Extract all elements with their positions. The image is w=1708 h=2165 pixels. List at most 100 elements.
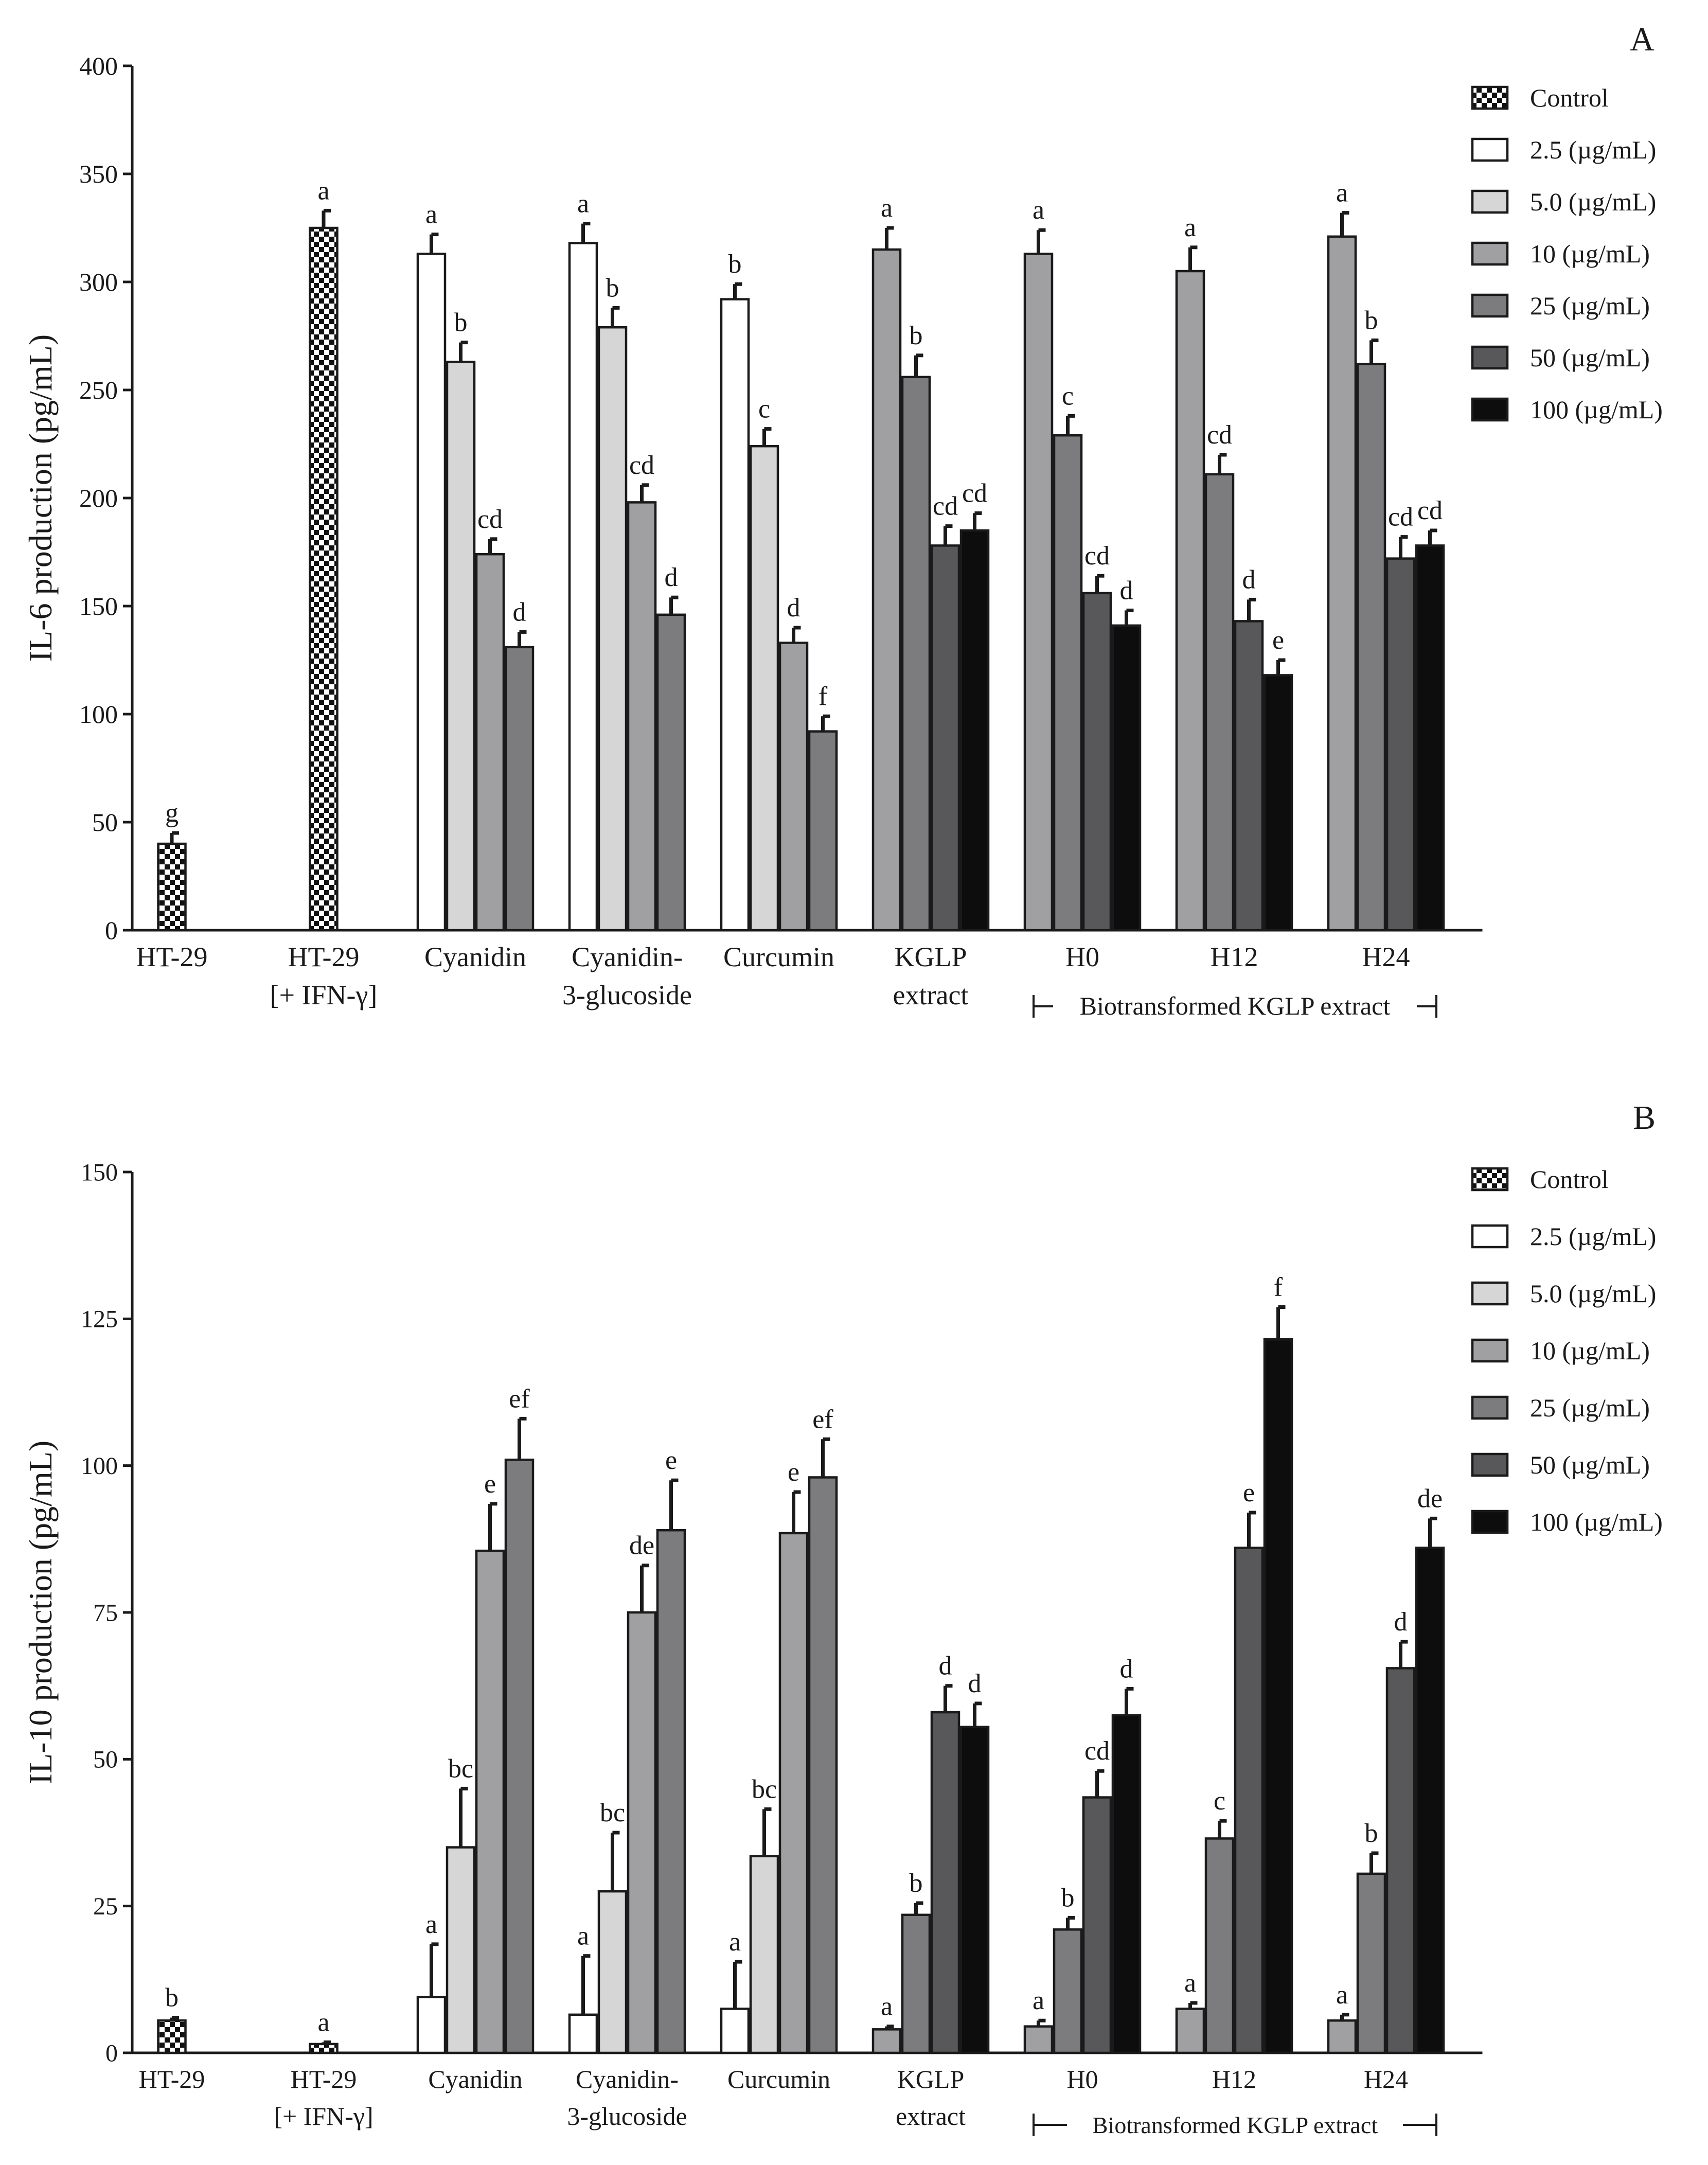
panel-a-legend-swatch-10 — [1471, 241, 1509, 266]
panel-b-category-label: Curcumin — [727, 2065, 830, 2093]
panel-a-il6-chart: 0 50 100 150 200 250 300 350 400 IL-6 production … — [22, 21, 1663, 1020]
panel-b-legend: Control 2.5 (µg/mL) 5.0 (µg/mL) 10 (µg/mL) 2… — [1471, 1165, 1663, 1536]
panel-b-bar-ht-29-ifn-control — [309, 2043, 339, 2054]
panel-b-legend-swatch-25 — [1471, 1395, 1509, 1420]
panel-b-legend-label-100: 100 (µg/mL) — [1530, 1507, 1663, 1536]
panel-a-bar-h0-25 — [1053, 434, 1083, 932]
panel-b-significance-label: d — [1120, 1654, 1133, 1683]
panel-a-bar-curcumin-2-5 — [720, 298, 750, 932]
panel-b-bar-h0-50 — [1082, 1796, 1112, 2054]
panel-a-group-kglp-extract: a b cd cd — [871, 193, 990, 932]
panel-a-bar-kglp-extract-100 — [959, 529, 990, 932]
panel-a-biotransformed-bracket: Biotransformed KGLP extract — [1033, 991, 1437, 1020]
panel-a-significance-label: b — [910, 321, 923, 350]
panel-a-y-tick-label: 250 — [79, 376, 118, 404]
panel-b-category-label: H24 — [1364, 2065, 1408, 2093]
panel-a-significance-label: f — [819, 682, 828, 711]
panel-b-group-curcumin: a bc eef — [720, 1405, 838, 2054]
panel-b-group-ht-29: b — [157, 1983, 187, 2054]
panel-a-label: A — [1630, 21, 1654, 58]
panel-a-significance-label: cd — [477, 505, 503, 534]
panel-b-significance-label: ef — [812, 1405, 833, 1434]
panel-a-legend: Control 2.5 (µg/mL) 5.0 (µg/mL) 10 (µg/mL) 2… — [1471, 83, 1663, 424]
panel-b-bar-h24-25 — [1356, 1872, 1386, 2054]
panel-b-legend-label-control: Control — [1530, 1165, 1609, 1194]
panel-a-significance-label: a — [425, 200, 437, 229]
panel-a-category-label: KGLP — [894, 942, 967, 972]
panel-b-bar-h12-50 — [1234, 1547, 1264, 2054]
panel-a-bar-kglp-extract-10 — [871, 248, 902, 932]
panel-b-biotransformed-bracket: Biotransformed KGLP extract — [1033, 2112, 1437, 2138]
panel-b-bar-cyanidin-3-glucoside-2-5 — [568, 2013, 598, 2054]
panel-a-legend-label-50: 50 (µg/mL) — [1530, 343, 1650, 372]
panel-a-category-label: H12 — [1211, 942, 1258, 972]
panel-b-y-tick-label: 150 — [81, 1159, 118, 1186]
panel-a-legend-label-control: Control — [1530, 83, 1609, 112]
panel-a-legend-swatch-5-0 — [1471, 189, 1509, 214]
panel-a-group-curcumin: b c d f — [720, 250, 838, 932]
panel-a-legend-label-25: 25 (µg/mL) — [1530, 291, 1650, 320]
panel-a-significance-label: cd — [1417, 496, 1443, 525]
panel-b-bar-h24-50 — [1385, 1667, 1416, 2054]
panel-b-legend-swatch-10 — [1471, 1338, 1509, 1363]
panel-a-significance-label: a — [317, 176, 329, 205]
panel-a-legend-swatch-25 — [1471, 293, 1509, 318]
panel-a-bar-cyanidin-2-5 — [416, 253, 447, 932]
panel-a-y-tick-label: 100 — [79, 700, 118, 729]
panel-b-bar-h0-25 — [1053, 1928, 1083, 2054]
panel-a-significance-label: b — [454, 308, 468, 338]
panel-b-legend-label-25: 25 (µg/mL) — [1530, 1393, 1650, 1422]
panel-b-significance-label: b — [910, 1869, 923, 1898]
panel-a-group-cyanidin: a b cd d — [416, 200, 535, 932]
panel-b-significance-label: a — [1033, 1986, 1044, 2015]
panel-a-group-h0: a c cdd — [1023, 196, 1142, 932]
panel-b-group-h24: a b d de — [1327, 1484, 1445, 2054]
panel-a-y-tick-label: 150 — [79, 592, 118, 620]
panel-b-bar-cyanidin-3-glucoside-10 — [627, 1611, 657, 2054]
panel-a-bar-h0-100 — [1111, 624, 1142, 932]
panel-a-bar-cyanidin-3-glucoside-25 — [656, 613, 686, 932]
panel-a-group-ht-29: g — [157, 798, 187, 932]
panel-b-y-tick-label: 125 — [81, 1306, 118, 1333]
panel-a-category-label: HT-29 — [288, 942, 359, 972]
panel-b-bar-cyanidin-3-glucoside-25 — [656, 1529, 686, 2054]
panel-a-significance-label: b — [1365, 306, 1378, 335]
panel-a-category-label: HT-29 — [136, 942, 207, 972]
panel-b-legend-swatch-2-5 — [1471, 1224, 1509, 1249]
panel-a-category-label: 3-glucoside — [562, 980, 692, 1010]
panel-a-bar-curcumin-25 — [808, 730, 838, 932]
panel-a-significance-label: g — [165, 798, 179, 828]
panel-a-y-tick-label: 350 — [79, 159, 118, 188]
panel-a-bar-curcumin-10 — [778, 642, 809, 932]
panel-a-bar-ht-29-control — [157, 842, 187, 932]
panel-a-bar-kglp-extract-25 — [901, 376, 931, 932]
panel-a-bar-h24-50 — [1385, 557, 1416, 932]
panel-a-y-tick-label: 0 — [105, 916, 118, 945]
panel-a-bar-cyanidin-5-0 — [446, 361, 476, 932]
panel-b-significance-label: a — [729, 1927, 741, 1957]
panel-a-category-label: [+ IFN-γ] — [270, 980, 378, 1010]
panel-a-bar-h12-25 — [1204, 473, 1235, 932]
panel-a-significance-label: a — [577, 189, 589, 219]
panel-b-bar-h12-25 — [1204, 1837, 1235, 2054]
panel-a-bar-h0-50 — [1082, 592, 1112, 932]
panel-b-group-h0: a b cd d — [1023, 1654, 1142, 2054]
panel-b-significance-label: f — [1274, 1273, 1283, 1302]
panel-b-category-label: HT-29 — [291, 2065, 357, 2093]
panel-b-category-label: HT-29 — [139, 2065, 205, 2093]
panel-b-bar-cyanidin-3-glucoside-5-0 — [597, 1890, 628, 2054]
panel-b-category-label: H12 — [1212, 2065, 1256, 2093]
panel-a-significance-label: d — [513, 597, 526, 627]
panel-a-group-ht-29-ifn: a — [309, 176, 339, 932]
panel-a-bar-ht-29-ifn-control — [309, 226, 339, 932]
panel-b-bar-h12-10 — [1175, 2008, 1205, 2054]
panel-b-bar-kglp-extract-25 — [901, 1913, 931, 2054]
panel-b-bar-kglp-extract-50 — [930, 1711, 960, 2054]
panel-a-category-label: Cyanidin- — [572, 942, 683, 972]
panel-a-bracket-label: Biotransformed KGLP extract — [1080, 991, 1391, 1020]
panel-a-legend-label-2-5: 2.5 (µg/mL) — [1530, 135, 1656, 164]
panel-b-significance-label: a — [577, 1922, 589, 1951]
panel-b-bar-curcumin-2-5 — [720, 2008, 750, 2054]
panel-a-y-tick-label: 300 — [79, 268, 118, 296]
panel-b-group-cyanidin-3-glucoside: a bc de e — [568, 1446, 686, 2054]
